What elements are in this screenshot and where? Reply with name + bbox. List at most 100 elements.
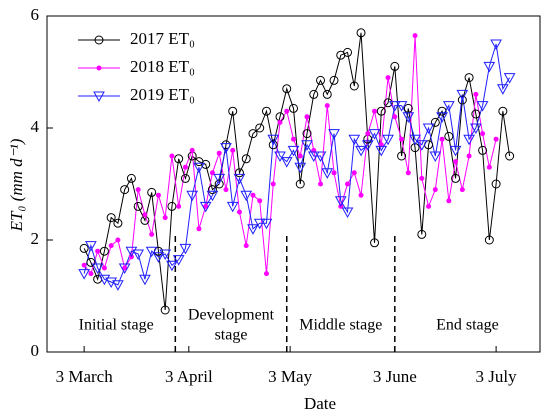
y-tick-label: 4	[31, 117, 40, 136]
marker	[179, 243, 192, 255]
marker	[383, 98, 393, 108]
y-axis-label: ET₀ (mm d⁻¹)	[7, 138, 26, 232]
marker	[405, 170, 411, 176]
marker	[274, 151, 286, 163]
stage-label: Middle stage	[299, 317, 382, 334]
marker	[437, 106, 447, 116]
marker	[234, 168, 244, 178]
marker	[478, 145, 488, 155]
marker	[375, 145, 388, 157]
marker	[182, 164, 188, 170]
marker	[280, 157, 293, 168]
marker	[199, 201, 212, 213]
marker	[370, 238, 380, 248]
marker	[167, 201, 177, 211]
marker	[108, 243, 114, 249]
marker	[132, 249, 145, 261]
marker	[324, 103, 330, 109]
marker	[304, 114, 310, 120]
marker	[113, 218, 123, 228]
marker	[388, 101, 401, 112]
marker	[126, 173, 136, 183]
marker	[120, 185, 130, 195]
marker	[395, 101, 408, 112]
marker	[106, 213, 116, 223]
marker	[203, 203, 209, 209]
marker	[457, 95, 467, 105]
marker	[228, 106, 238, 116]
legend-label: 2018 ET₀	[130, 57, 195, 76]
marker	[291, 136, 296, 142]
marker	[415, 140, 428, 151]
marker	[358, 192, 364, 198]
marker	[302, 129, 312, 139]
marker	[409, 134, 421, 146]
x-tick-label: 3 June	[373, 367, 417, 386]
marker	[282, 84, 292, 94]
marker	[142, 212, 148, 218]
y-tick-label: 6	[31, 5, 40, 24]
marker	[289, 103, 298, 113]
marker	[174, 154, 184, 164]
marker	[355, 145, 367, 157]
marker	[115, 237, 121, 243]
marker	[345, 181, 351, 187]
marker	[207, 185, 217, 195]
marker	[201, 159, 211, 169]
marker	[466, 153, 472, 159]
marker	[263, 271, 269, 277]
marker	[476, 101, 489, 112]
marker	[486, 164, 492, 170]
marker	[442, 101, 455, 112]
legend-marker	[93, 91, 105, 103]
stage-label: End stage	[436, 317, 499, 334]
marker	[166, 260, 178, 272]
marker	[432, 187, 438, 193]
x-axis-label: Date	[304, 394, 336, 413]
marker	[343, 47, 353, 57]
x-tick-label: 3 May	[268, 367, 312, 386]
marker	[160, 305, 170, 315]
marker	[341, 207, 354, 219]
marker	[85, 241, 97, 252]
marker	[287, 145, 300, 157]
marker	[329, 75, 339, 85]
marker	[451, 173, 461, 183]
marker	[78, 269, 90, 280]
x-tick-label: 3 April	[165, 367, 213, 386]
marker	[270, 181, 276, 187]
marker	[356, 28, 366, 38]
marker	[241, 154, 251, 164]
marker	[206, 190, 219, 202]
marker	[493, 136, 499, 142]
marker	[453, 159, 459, 165]
marker	[483, 61, 496, 73]
marker	[159, 249, 172, 261]
marker	[230, 147, 236, 153]
marker	[446, 198, 452, 204]
marker	[365, 131, 371, 137]
marker	[430, 117, 440, 127]
marker	[456, 89, 469, 101]
marker	[214, 179, 224, 189]
marker	[135, 187, 141, 193]
marker	[382, 134, 394, 146]
marker	[392, 114, 398, 120]
marker	[422, 123, 435, 135]
marker	[484, 235, 494, 245]
legend-marker	[96, 65, 102, 71]
marker	[147, 187, 157, 197]
marker	[321, 168, 334, 179]
marker	[429, 151, 442, 163]
stage-label: Development	[188, 307, 275, 324]
marker	[361, 140, 374, 151]
marker	[253, 218, 266, 230]
plot-frame	[46, 15, 541, 353]
marker	[385, 75, 391, 81]
marker	[331, 170, 337, 176]
marker	[257, 198, 263, 204]
marker	[193, 162, 205, 174]
marker	[459, 187, 465, 193]
marker	[268, 140, 278, 150]
